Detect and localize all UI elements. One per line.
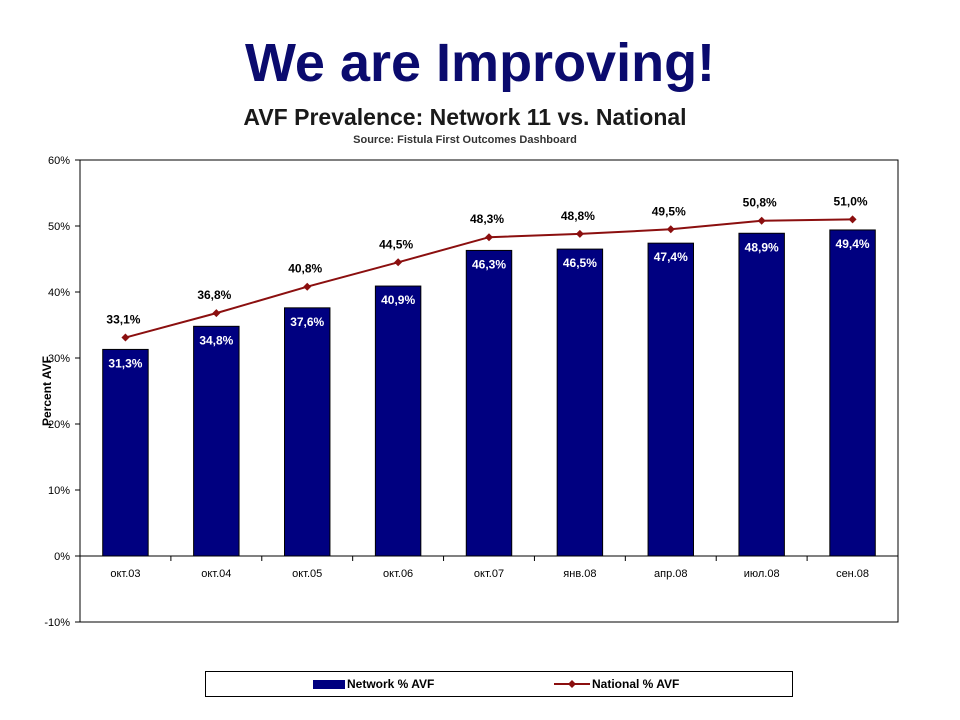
y-tick-label: 50%	[48, 221, 70, 233]
point-national	[212, 309, 221, 318]
line-value-label: 44,5%	[379, 237, 413, 251]
x-tick-label: окт.07	[474, 568, 504, 580]
y-tick-label: 20%	[48, 419, 70, 431]
plot-area-border	[79, 159, 899, 623]
bar-network	[465, 249, 513, 557]
point-national	[757, 216, 766, 225]
bar-network	[647, 242, 694, 557]
line-value-label: 48,3%	[470, 212, 504, 226]
bar-network	[556, 248, 604, 557]
y-tick-label: 0%	[54, 551, 70, 563]
y-tick-label: -10%	[44, 617, 70, 629]
chart-subtitle: Source: Fistula First Outcomes Dashboard	[353, 134, 577, 146]
point-national	[485, 233, 493, 242]
legend-swatch-network	[313, 679, 345, 689]
line-value-label: 51,0%	[834, 194, 868, 208]
bar-value-label: 49,4%	[836, 237, 870, 251]
point-national	[575, 229, 584, 238]
point-national	[121, 333, 130, 342]
bar-value-label: 47,4%	[654, 250, 688, 264]
y-tick-label: 40%	[48, 287, 70, 299]
y-tick-label: 10%	[48, 485, 70, 497]
point-national	[303, 282, 312, 291]
bar-network	[102, 348, 149, 557]
bar-value-label: 46,5%	[563, 256, 597, 270]
x-tick-label: янв.08	[563, 568, 596, 580]
y-tick-label: 30%	[48, 353, 70, 365]
bar-value-label: 46,3%	[472, 257, 506, 271]
legend-item-national: National % AVF	[554, 672, 679, 696]
line-value-label: 49,5%	[652, 204, 686, 218]
legend-swatch-national	[554, 680, 590, 688]
point-national	[394, 258, 403, 267]
bar-network	[193, 325, 240, 557]
line-value-label: 36,8%	[197, 288, 231, 302]
x-tick-label: сен.08	[836, 568, 869, 580]
x-tick-label: окт.06	[383, 568, 413, 580]
point-national	[666, 225, 675, 234]
bar-network	[738, 232, 785, 557]
legend-label-network: Network % AVF	[347, 677, 435, 691]
bar-value-label: 37,6%	[290, 315, 324, 329]
bar-value-label: 40,9%	[381, 293, 415, 307]
x-tick-label: окт.03	[110, 568, 140, 580]
line-value-label: 40,8%	[288, 262, 322, 276]
bar-value-label: 48,9%	[745, 240, 779, 254]
bar-network	[284, 307, 331, 557]
bar-network	[829, 229, 876, 557]
x-tick-label: апр.08	[654, 568, 687, 580]
legend-item-network: Network % AVF	[313, 672, 434, 696]
line-value-label: 48,8%	[561, 209, 595, 223]
y-tick-label: 60%	[48, 155, 70, 167]
chart-legend: Network % AVF National % AVF	[205, 671, 793, 697]
x-tick-label: окт.05	[292, 568, 322, 580]
line-value-label: 50,8%	[743, 196, 777, 210]
legend-label-national: National % AVF	[592, 677, 680, 691]
slide-title: We are Improving!	[244, 33, 716, 93]
bar-network	[374, 285, 422, 557]
point-national	[848, 215, 857, 224]
x-tick-label: окт.04	[201, 568, 231, 580]
x-tick-label: июл.08	[744, 568, 780, 580]
bar-value-label: 31,3%	[108, 356, 142, 370]
bar-value-label: 34,8%	[199, 333, 233, 347]
y-axis-title: Percent AVF	[40, 356, 54, 426]
chart-title: AVF Prevalence: Network 11 vs. National	[243, 104, 687, 130]
line-value-label: 33,1%	[106, 313, 140, 327]
